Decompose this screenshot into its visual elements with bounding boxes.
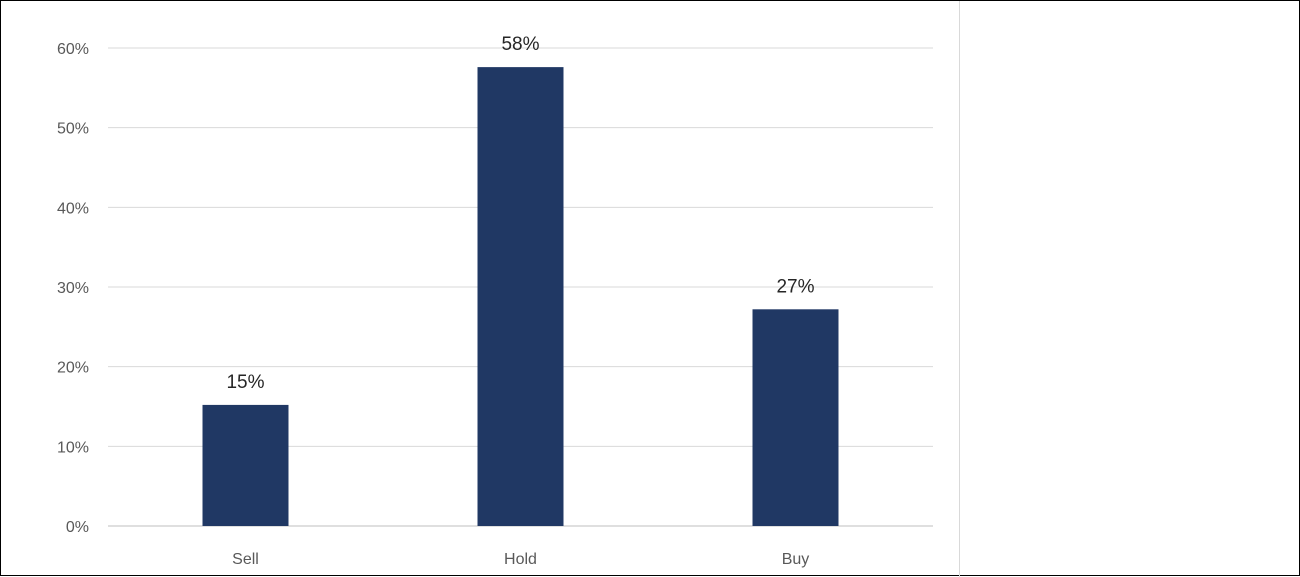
category-label-buy: Buy bbox=[782, 551, 810, 568]
y-tick-label: 30% bbox=[57, 280, 89, 297]
y-tick-label: 0% bbox=[66, 519, 89, 536]
bar-sell bbox=[202, 404, 289, 526]
bar-hold bbox=[477, 67, 564, 527]
data-label-buy: 27% bbox=[776, 276, 814, 297]
y-tick-label: 20% bbox=[57, 360, 89, 377]
y-axis-ticks: 0% 10% 20% 30% 40% 50% 60% bbox=[57, 41, 89, 536]
category-label-hold: Hold bbox=[504, 551, 537, 568]
y-tick-label: 60% bbox=[57, 41, 89, 58]
y-tick-label: 40% bbox=[57, 200, 89, 217]
bars bbox=[202, 67, 839, 527]
y-tick-label: 10% bbox=[57, 439, 89, 456]
category-label-sell: Sell bbox=[232, 551, 259, 568]
y-tick-label: 50% bbox=[57, 121, 89, 138]
data-labels: 15% 58% 27% bbox=[226, 34, 814, 393]
bar-buy bbox=[752, 309, 839, 526]
x-axis-categories: Sell Hold Buy bbox=[232, 551, 809, 568]
panel-divider bbox=[959, 1, 960, 577]
data-label-hold: 58% bbox=[501, 34, 539, 55]
data-label-sell: 15% bbox=[226, 372, 264, 393]
